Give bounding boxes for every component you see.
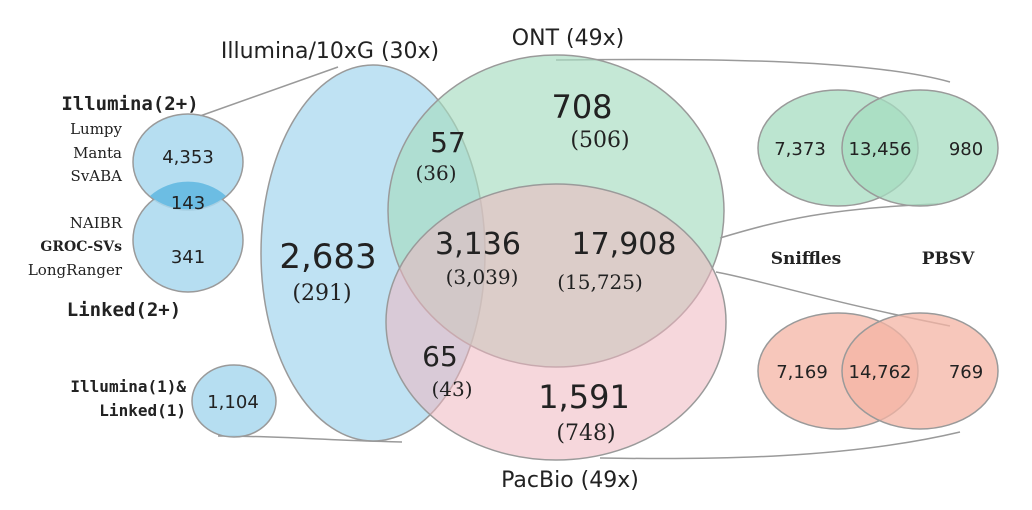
ont-label: ONT (49x) (512, 26, 624, 51)
all-three-subcount: (3,039) (446, 265, 519, 289)
sniffles-label: Sniffles (771, 249, 841, 269)
linked-1-label: Linked(1) (99, 401, 186, 420)
illumina-10xg-label: Illumina/10xG (30x) (221, 39, 439, 64)
illumina-ont-count: 57 (430, 126, 466, 159)
illumina-pacbio-count: 65 (422, 340, 458, 373)
pacbio-only-count: 1,591 (538, 378, 630, 416)
pacbio-set (385, 183, 727, 461)
ont-only-count: 708 (551, 88, 612, 126)
illumina-ont-subcount: (36) (415, 161, 456, 185)
illumina-pacbio-subcount: (43) (431, 377, 472, 401)
ont-pbsv-only-count: 980 (949, 139, 983, 160)
ont-sniffles-only-count: 7,373 (774, 139, 826, 160)
connector-ont-top (555, 58, 951, 83)
caller-longranger: LongRanger (28, 261, 123, 279)
single-caller-circle (191, 364, 277, 438)
pacbio-label: PacBio (49x) (501, 468, 639, 493)
left-venn-overlap-count: 143 (171, 193, 205, 214)
linked-2plus-title: Linked(2+) (67, 299, 181, 321)
caller-lumpy: Lumpy (70, 120, 122, 138)
illumina-2plus-title: Illumina(2+) (61, 93, 198, 115)
pacbio-pbsv-only-count: 769 (949, 362, 983, 383)
left-venn-overlap-region (150, 181, 226, 210)
caller-groc-svs: GROC-SVs (40, 239, 122, 255)
illumina-only-subcount: (291) (292, 281, 351, 306)
pbsv-label: PBSV (922, 249, 975, 269)
ont-pacbio-subcount: (15,725) (557, 270, 643, 294)
left-venn (132, 113, 277, 438)
pacbio-sniffles-only-count: 7,169 (776, 362, 828, 383)
caller-svaba: SvABA (71, 167, 123, 185)
pacbio-caller-venn (757, 312, 999, 430)
illumina-2plus-only-count: 4,353 (162, 147, 214, 168)
illumina-only-count: 2,683 (279, 237, 376, 277)
linked-2plus-only-count: 341 (171, 247, 205, 268)
caller-manta: Manta (73, 144, 122, 162)
connector-top-left (199, 66, 339, 117)
all-three-count: 3,136 (435, 227, 521, 262)
single-caller-count: 1,104 (207, 392, 259, 413)
ont-caller-venn (757, 89, 999, 207)
illumina-1-label: Illumina(1)& (70, 377, 186, 396)
caller-naibr: NAIBR (70, 214, 123, 232)
pacbio-only-subcount: (748) (556, 421, 615, 446)
ont-pacbio-count: 17,908 (572, 227, 677, 262)
connector-ont-bottom (719, 203, 939, 239)
pacbio-overlap-count: 14,762 (849, 362, 912, 383)
pbsv-ont-circle (841, 89, 999, 207)
main-venn (260, 54, 727, 461)
ont-only-subcount: (506) (570, 128, 629, 153)
pbsv-pacbio-circle (841, 312, 999, 430)
connector-pacbio-bottom (599, 431, 961, 460)
ont-overlap-count: 13,456 (849, 139, 912, 160)
